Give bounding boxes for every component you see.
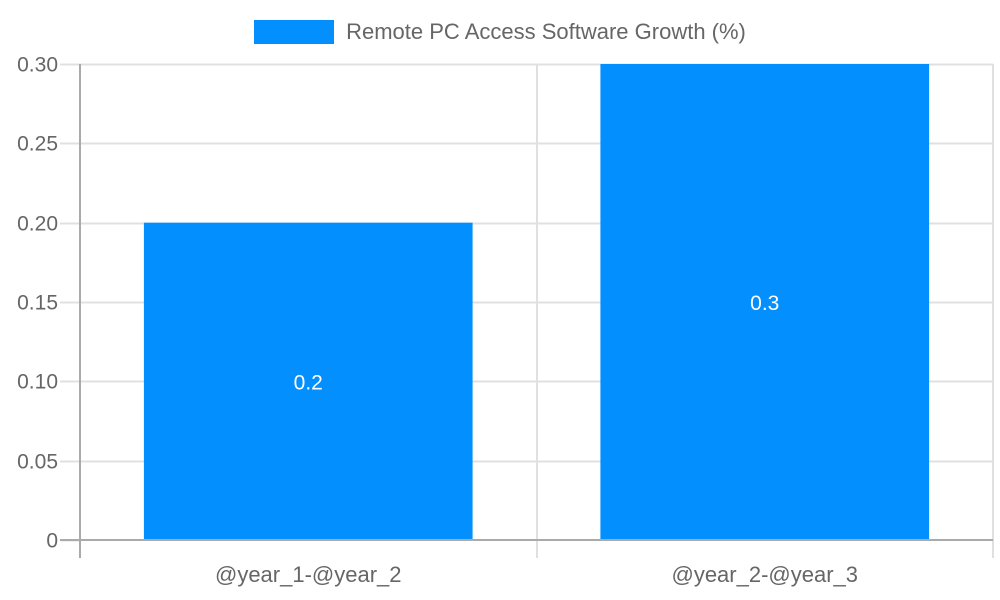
bar: [600, 64, 930, 540]
y-tick-label: 0: [46, 530, 58, 553]
bar-value-label: 0.3: [750, 292, 779, 315]
y-tick-label: 0.25: [17, 133, 58, 156]
y-tick-label: 0.15: [17, 292, 58, 315]
legend-label: Remote PC Access Software Growth (%): [346, 19, 746, 44]
legend-swatch[interactable]: [254, 20, 335, 44]
x-tick-label: @year_1-@year_2: [215, 562, 402, 587]
y-tick-label: 0.10: [17, 371, 58, 394]
x-tick-label: @year_2-@year_3: [671, 562, 858, 587]
y-tick-label: 0.20: [17, 213, 58, 236]
y-tick-label: 0.05: [17, 451, 58, 474]
bar: [143, 222, 473, 540]
bar-value-label: 0.2: [294, 371, 323, 394]
y-tick-label: 0.30: [17, 54, 58, 77]
chart-legend: Remote PC Access Software Growth (%): [0, 19, 1000, 45]
